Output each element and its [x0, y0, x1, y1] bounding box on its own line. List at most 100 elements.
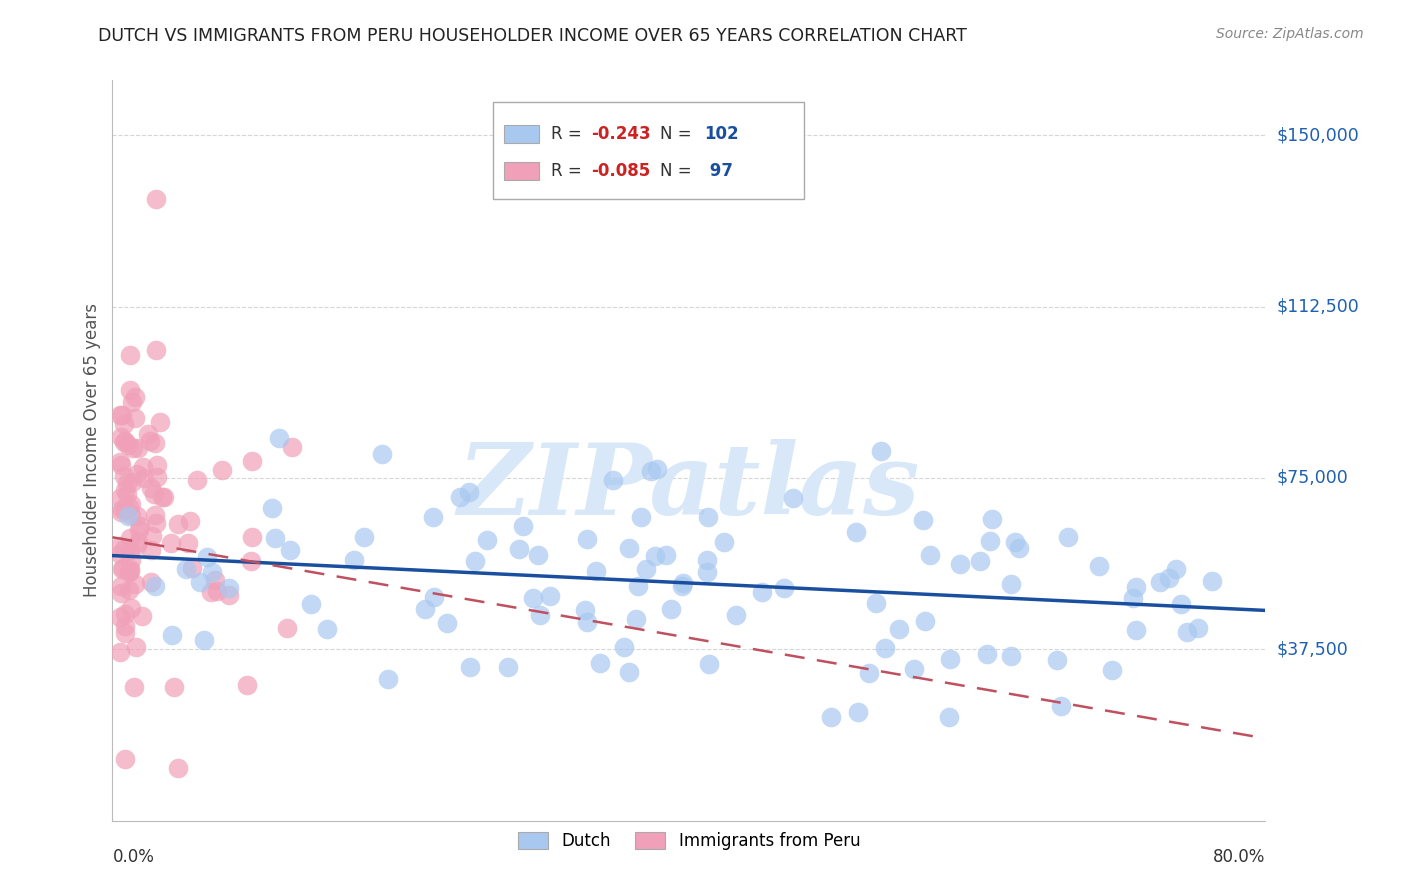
Immigrants from Peru	[276, 620, 298, 634]
Immigrants from Peru	[143, 508, 166, 523]
Dutch	[889, 622, 911, 636]
Dutch	[602, 473, 624, 487]
Immigrants from Peru	[159, 536, 181, 550]
Immigrants from Peru	[163, 681, 186, 695]
Immigrants from Peru	[153, 490, 176, 504]
Dutch	[914, 614, 936, 628]
Dutch	[1125, 623, 1147, 637]
Immigrants from Peru	[124, 391, 146, 405]
Dutch	[527, 548, 550, 562]
Immigrants from Peru	[149, 416, 172, 430]
Dutch	[188, 575, 211, 590]
Immigrants from Peru	[122, 441, 145, 455]
Dutch	[1004, 535, 1026, 549]
Dutch	[911, 513, 934, 527]
Immigrants from Peru	[111, 562, 134, 576]
Text: -0.243: -0.243	[591, 125, 651, 143]
FancyBboxPatch shape	[494, 103, 804, 199]
Immigrants from Peru	[114, 619, 136, 633]
Dutch	[1057, 530, 1080, 544]
Immigrants from Peru	[125, 640, 148, 654]
Immigrants from Peru	[110, 579, 132, 593]
Immigrants from Peru	[117, 438, 139, 452]
Dutch	[218, 581, 240, 595]
Dutch	[174, 562, 197, 576]
Dutch	[1000, 648, 1022, 663]
Dutch	[865, 596, 887, 610]
Dutch	[193, 632, 215, 647]
Dutch	[422, 509, 444, 524]
Dutch	[458, 660, 481, 674]
Dutch	[976, 647, 998, 661]
Dutch	[538, 589, 561, 603]
Immigrants from Peru	[177, 536, 200, 550]
Immigrants from Peru	[121, 395, 143, 409]
Dutch	[696, 553, 718, 567]
Dutch	[1101, 663, 1123, 677]
Text: N =: N =	[661, 161, 697, 179]
Immigrants from Peru	[114, 502, 136, 516]
Dutch	[1149, 574, 1171, 589]
Immigrants from Peru	[108, 610, 131, 624]
Immigrants from Peru	[110, 505, 132, 519]
Text: DUTCH VS IMMIGRANTS FROM PERU HOUSEHOLDER INCOME OVER 65 YEARS CORRELATION CHART: DUTCH VS IMMIGRANTS FROM PERU HOUSEHOLDE…	[98, 27, 967, 45]
Dutch	[1170, 597, 1192, 611]
Immigrants from Peru	[132, 459, 155, 474]
Immigrants from Peru	[236, 678, 259, 692]
Immigrants from Peru	[110, 430, 132, 444]
Text: R =: R =	[551, 125, 586, 143]
Immigrants from Peru	[141, 542, 163, 557]
Dutch	[413, 602, 436, 616]
Dutch	[640, 464, 662, 478]
Dutch	[576, 615, 599, 629]
Immigrants from Peru	[139, 434, 162, 448]
Dutch	[143, 578, 166, 592]
Immigrants from Peru	[112, 468, 135, 483]
Dutch	[846, 706, 869, 720]
Immigrants from Peru	[118, 383, 141, 397]
Immigrants from Peru	[145, 516, 167, 530]
Immigrants from Peru	[141, 529, 163, 543]
Dutch	[353, 530, 375, 544]
Dutch	[529, 607, 551, 622]
Dutch	[1000, 577, 1022, 591]
Dutch	[869, 443, 891, 458]
Text: -0.085: -0.085	[591, 161, 650, 179]
Immigrants from Peru	[114, 751, 136, 765]
Legend: Dutch, Immigrants from Peru: Dutch, Immigrants from Peru	[510, 825, 868, 856]
Immigrants from Peru	[132, 470, 155, 484]
Dutch	[1125, 581, 1147, 595]
Dutch	[713, 535, 735, 549]
Immigrants from Peru	[205, 583, 228, 598]
Immigrants from Peru	[145, 343, 167, 358]
Dutch	[512, 518, 534, 533]
Immigrants from Peru	[240, 530, 263, 544]
Immigrants from Peru	[200, 585, 222, 599]
Immigrants from Peru	[240, 453, 263, 467]
Immigrants from Peru	[111, 560, 134, 574]
Dutch	[773, 581, 796, 595]
Immigrants from Peru	[110, 645, 132, 659]
Dutch	[1087, 559, 1109, 574]
Text: $150,000: $150,000	[1277, 126, 1360, 145]
Immigrants from Peru	[108, 409, 131, 423]
Dutch	[981, 512, 1004, 526]
Dutch	[475, 533, 498, 547]
Immigrants from Peru	[127, 441, 149, 455]
Immigrants from Peru	[121, 475, 143, 489]
Immigrants from Peru	[110, 458, 132, 472]
Dutch	[436, 615, 458, 630]
Dutch	[751, 585, 773, 599]
Dutch	[278, 543, 301, 558]
Text: 102: 102	[704, 125, 738, 143]
Dutch	[1122, 591, 1144, 605]
Dutch	[820, 710, 842, 724]
Immigrants from Peru	[108, 455, 131, 469]
Dutch	[627, 578, 650, 592]
Dutch	[939, 652, 962, 666]
Immigrants from Peru	[125, 537, 148, 551]
Immigrants from Peru	[127, 534, 149, 549]
Immigrants from Peru	[118, 348, 141, 362]
Dutch	[644, 549, 666, 564]
Immigrants from Peru	[111, 502, 134, 516]
